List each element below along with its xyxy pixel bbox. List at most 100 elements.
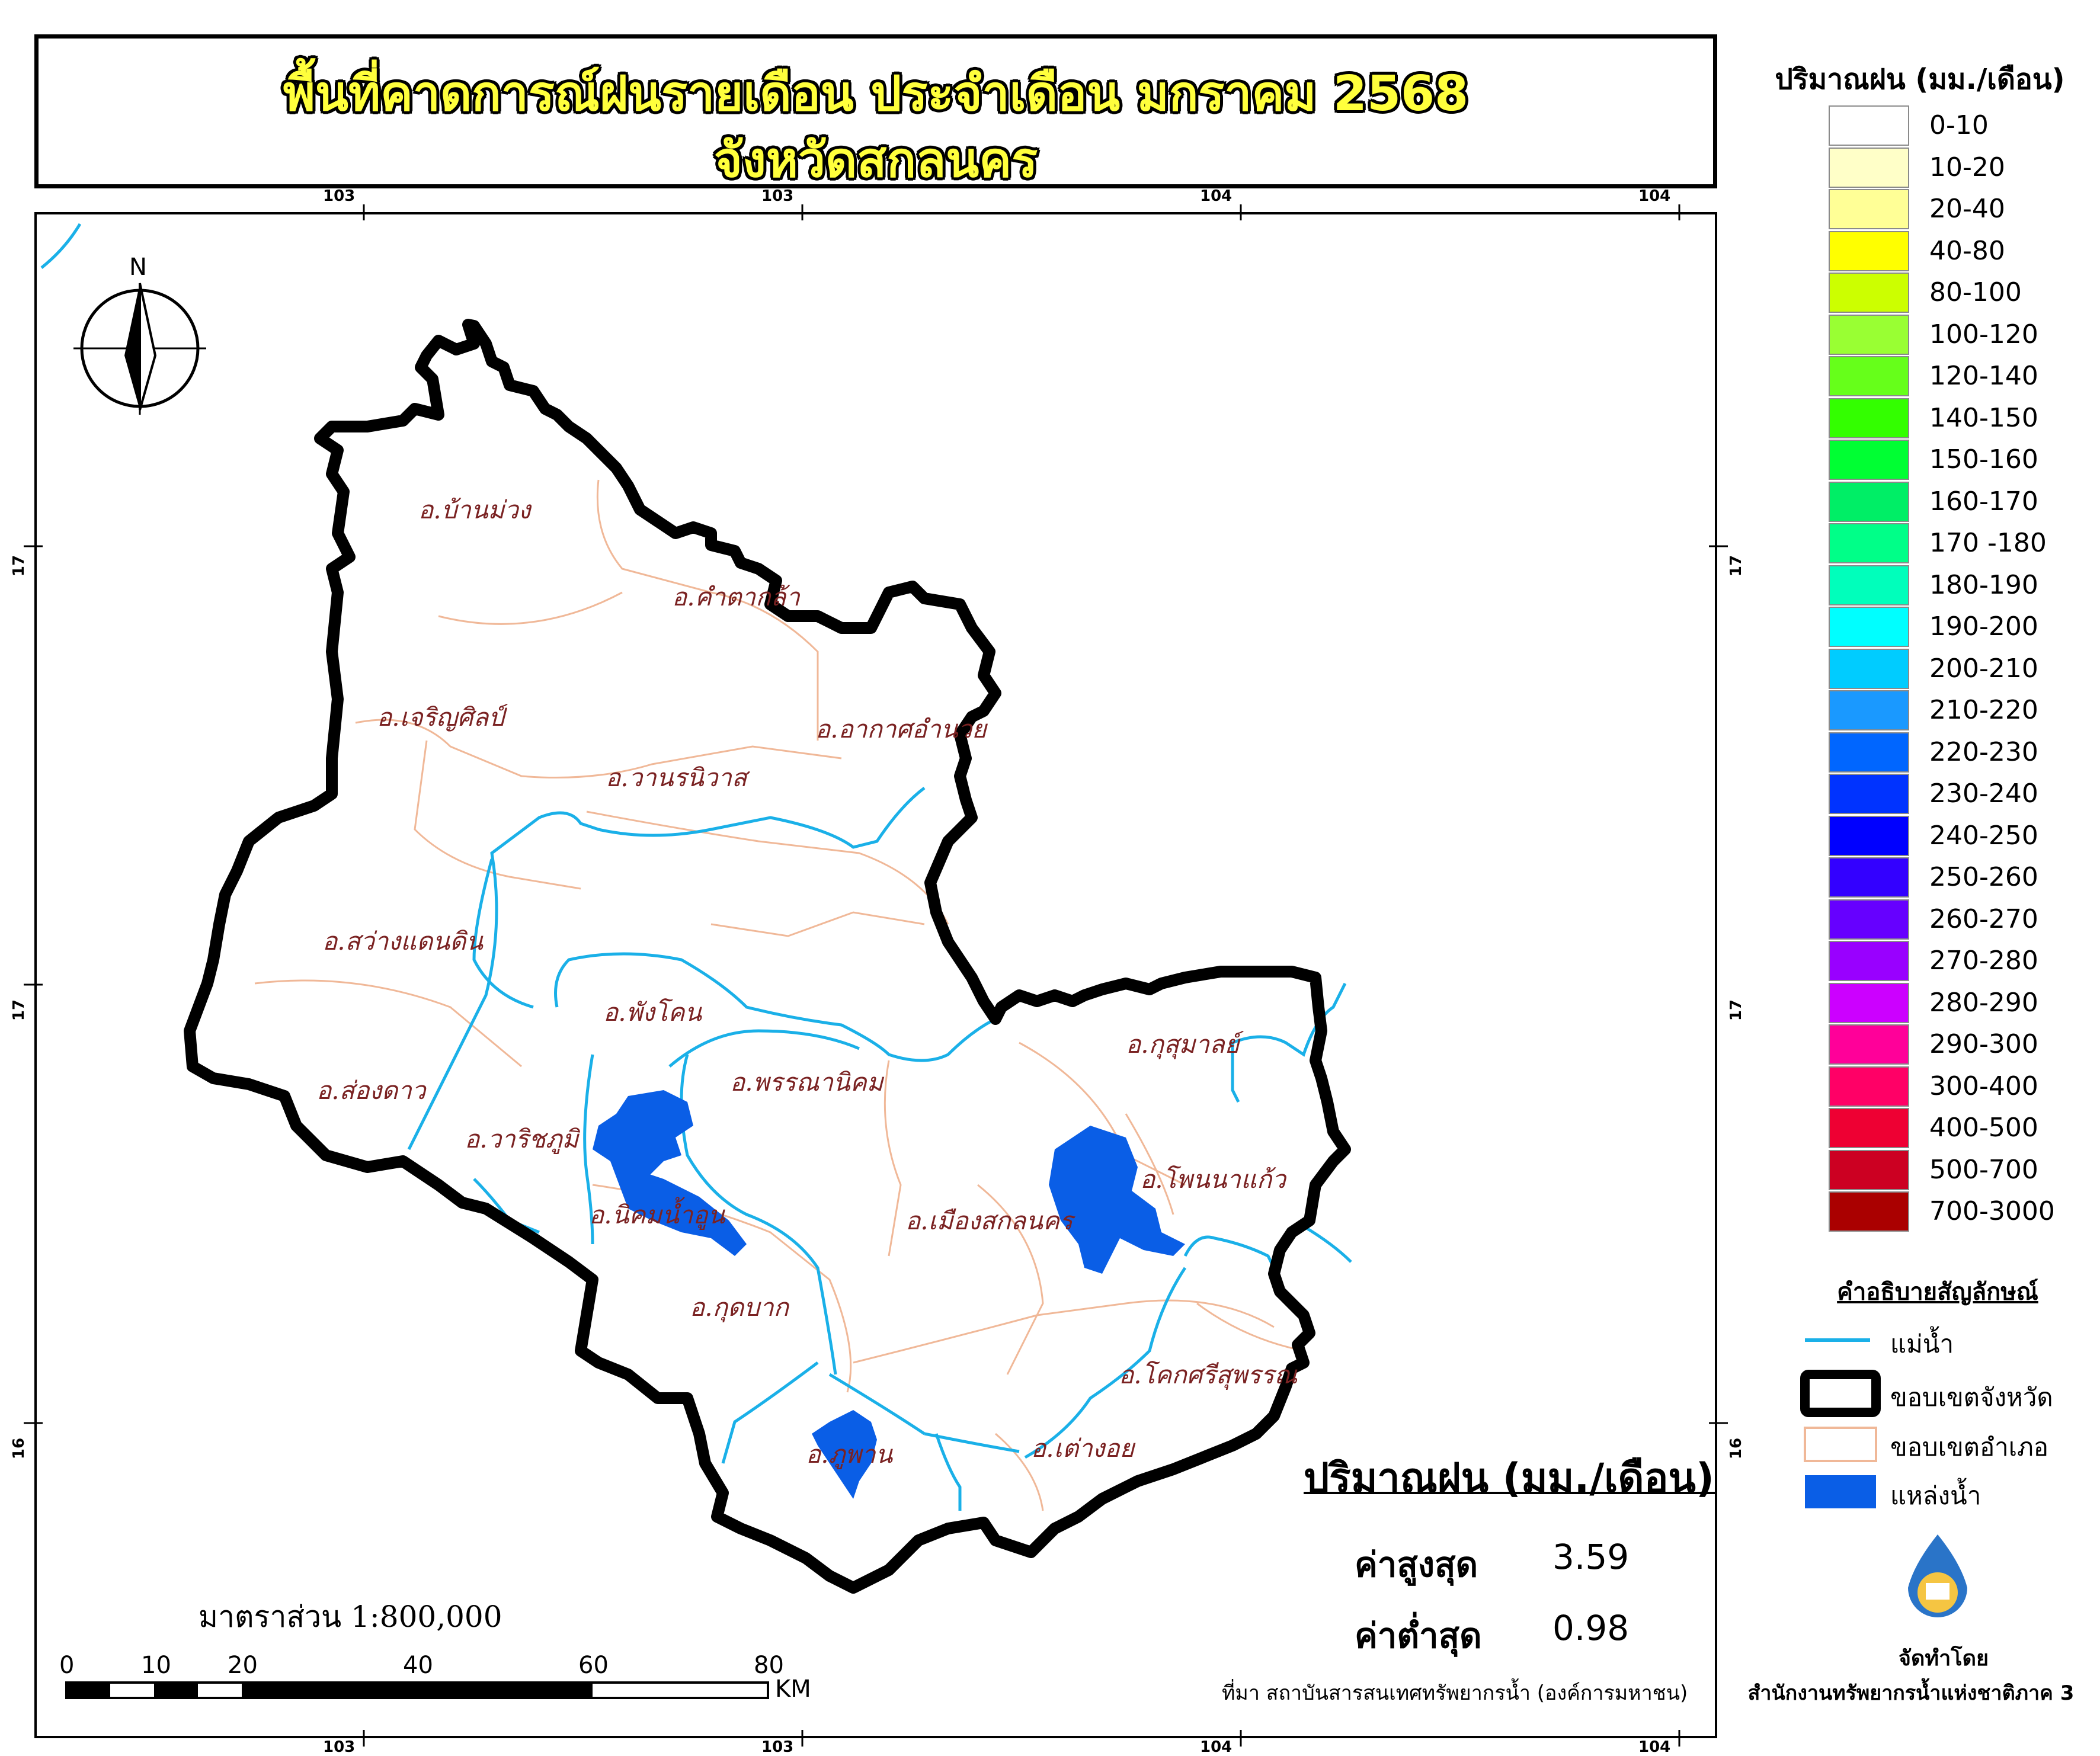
rain-legend-swatch bbox=[1829, 732, 1909, 773]
rain-legend-swatch bbox=[1829, 356, 1909, 396]
rain-legend-swatch bbox=[1829, 105, 1909, 146]
rain-legend-row: 500-700 bbox=[1829, 1149, 2066, 1191]
rain-legend-row: 220-230 bbox=[1829, 732, 2066, 774]
rain-legend-row: 210-220 bbox=[1829, 690, 2066, 732]
rain-legend-row: 700-3000 bbox=[1829, 1191, 2066, 1233]
rain-legend-label: 180-190 bbox=[1929, 569, 2038, 600]
district-label: อ.เต่างอย bbox=[1031, 1434, 1135, 1463]
rain-legend-swatch bbox=[1829, 273, 1909, 313]
legend-water-label: แหล่งน้ำ bbox=[1890, 1481, 1981, 1510]
min-value: 0.98 bbox=[1552, 1608, 1630, 1648]
district-label: อ.ภูพาน bbox=[806, 1440, 893, 1469]
rain-legend-label: 290-300 bbox=[1929, 1029, 2038, 1059]
max-value: 3.59 bbox=[1552, 1537, 1630, 1577]
province-boundary bbox=[184, 319, 1351, 1594]
rain-legend-label: 0-10 bbox=[1929, 110, 1989, 140]
map-frame bbox=[34, 212, 1717, 1738]
rain-legend-label: 250-260 bbox=[1929, 862, 2038, 892]
rain-legend-row: 270-280 bbox=[1829, 941, 2066, 982]
agency-name: สำนักงานทรัพยากรน้ำแห่งชาติภาค 3 bbox=[1747, 1681, 2075, 1705]
rain-legend-swatch bbox=[1829, 230, 1909, 271]
rain-legend-swatch bbox=[1829, 774, 1909, 814]
rain-legend-swatch bbox=[1829, 440, 1909, 480]
rain-legend-swatch bbox=[1829, 398, 1909, 438]
rain-legend-swatch bbox=[1829, 899, 1909, 940]
rain-legend-swatch bbox=[1829, 607, 1909, 647]
rain-legend-swatch bbox=[1829, 1149, 1909, 1190]
rain-legend-row: 250-260 bbox=[1829, 857, 2066, 899]
map-title: พื้นที่คาดการณ์ฝนรายเดือน ประจำเดือน มกร… bbox=[283, 66, 1469, 122]
rain-legend-label: 100-120 bbox=[1929, 319, 2038, 350]
rain-legend-row: 120-140 bbox=[1829, 356, 2066, 398]
grid-label-top: 103 bbox=[323, 187, 356, 205]
rain-legend-row: 200-210 bbox=[1829, 648, 2066, 690]
rain-legend-label: 10-20 bbox=[1929, 152, 2005, 182]
water-bodies bbox=[593, 1090, 1185, 1499]
rain-legend-row: 40-80 bbox=[1829, 230, 2066, 273]
rain-legend-label: 260-270 bbox=[1929, 903, 2038, 934]
legend-water-symbol bbox=[1805, 1475, 1876, 1508]
district-label: อ.อากาศอำนวย bbox=[815, 714, 987, 744]
rain-legend-row: 280-290 bbox=[1829, 982, 2066, 1024]
rain-legend-swatch bbox=[1829, 941, 1909, 981]
district-label: อ.วานรนิวาส bbox=[606, 763, 747, 792]
district-label: อ.สว่างแดนดิน bbox=[322, 927, 483, 956]
rain-legend-label: 210-220 bbox=[1929, 695, 2038, 725]
rain-legend-label: 300-400 bbox=[1929, 1071, 2038, 1101]
rain-legend-label: 20-40 bbox=[1929, 194, 2005, 224]
river-fragment bbox=[40, 223, 82, 269]
title-box: พื้นที่คาดการณ์ฝนรายเดือน ประจำเดือน มกร… bbox=[34, 34, 1717, 188]
scale-tick: 10 bbox=[141, 1652, 171, 1679]
legend-district-label: ขอบเขตอำเภอ bbox=[1890, 1433, 2049, 1462]
district-label: อ.วาริชภูมิ bbox=[465, 1124, 579, 1153]
rain-legend-swatch bbox=[1829, 189, 1909, 229]
scale-text: มาตราส่วน 1:800,000 bbox=[199, 1600, 502, 1634]
rain-legend-label: 220-230 bbox=[1929, 736, 2038, 767]
district-label: อ.กุดบาก bbox=[690, 1293, 789, 1322]
source-text: ที่มา สถาบันสารสนเทศทรัพยากรน้ำ (องค์การ… bbox=[1222, 1681, 1688, 1705]
rain-legend-row: 100-120 bbox=[1829, 314, 2066, 356]
rain-legend-swatch bbox=[1829, 982, 1909, 1023]
scale-tick: 60 bbox=[578, 1652, 609, 1679]
rain-legend-swatch bbox=[1829, 1066, 1909, 1107]
made-by-label: จัดทำโดย bbox=[1898, 1646, 1989, 1671]
rain-legend-swatch bbox=[1829, 481, 1909, 522]
rain-legend-title: ปริมาณฝน (มม./เดือน) bbox=[1775, 63, 2065, 96]
district-label: อ.เจริญศิลป์ bbox=[377, 703, 504, 732]
rain-legend-swatch bbox=[1829, 147, 1909, 188]
district-label: อ.ส่องดาว bbox=[316, 1076, 426, 1105]
rain-legend-row: 10-20 bbox=[1829, 147, 2066, 189]
district-boundaries bbox=[254, 479, 1304, 1511]
rivers bbox=[407, 787, 1352, 1511]
rain-legend-label: 150-160 bbox=[1929, 444, 2038, 475]
legend-province-symbol bbox=[1800, 1370, 1881, 1417]
scale-unit: KM bbox=[775, 1675, 811, 1703]
rain-legend-row: 0-10 bbox=[1829, 105, 2066, 147]
district-label: อ.พรรณานิคม bbox=[730, 1068, 883, 1097]
rain-legend-row: 260-270 bbox=[1829, 899, 2066, 941]
district-label: อ.คำตากล้า bbox=[672, 582, 800, 611]
rain-legend-row: 80-100 bbox=[1829, 273, 2066, 314]
rain-legend-label: 700-3000 bbox=[1929, 1196, 2055, 1226]
district-label: อ.เมืองสกลนคร bbox=[905, 1206, 1073, 1235]
rain-legend-label: 40-80 bbox=[1929, 235, 2005, 266]
grid-label-top: 104 bbox=[1200, 187, 1233, 205]
rain-legend-label: 280-290 bbox=[1929, 987, 2038, 1018]
rain-legend-swatch bbox=[1829, 314, 1909, 355]
scale-bar bbox=[65, 1681, 769, 1699]
rain-legend-row: 230-240 bbox=[1829, 774, 2066, 815]
rain-legend-swatch bbox=[1829, 648, 1909, 689]
rain-legend-row: 20-40 bbox=[1829, 189, 2066, 230]
symbol-legend-title: คำอธิบายสัญลักษณ์ bbox=[1837, 1278, 2038, 1306]
grid-ticks bbox=[24, 204, 1728, 1747]
rain-legend-label: 120-140 bbox=[1929, 361, 2038, 391]
rain-legend-row: 400-500 bbox=[1829, 1108, 2066, 1149]
rain-legend-label: 160-170 bbox=[1929, 486, 2038, 517]
rain-legend-row: 170 -180 bbox=[1829, 523, 2066, 565]
district-label: อ.โพนนาแก้ว bbox=[1140, 1165, 1286, 1194]
rain-legend-swatch bbox=[1829, 1191, 1909, 1232]
rain-legend-swatch bbox=[1829, 690, 1909, 730]
rain-legend-label: 190-200 bbox=[1929, 611, 2038, 642]
north-label: N bbox=[129, 254, 147, 281]
min-label: ค่าต่ำสุด bbox=[1355, 1616, 1482, 1656]
